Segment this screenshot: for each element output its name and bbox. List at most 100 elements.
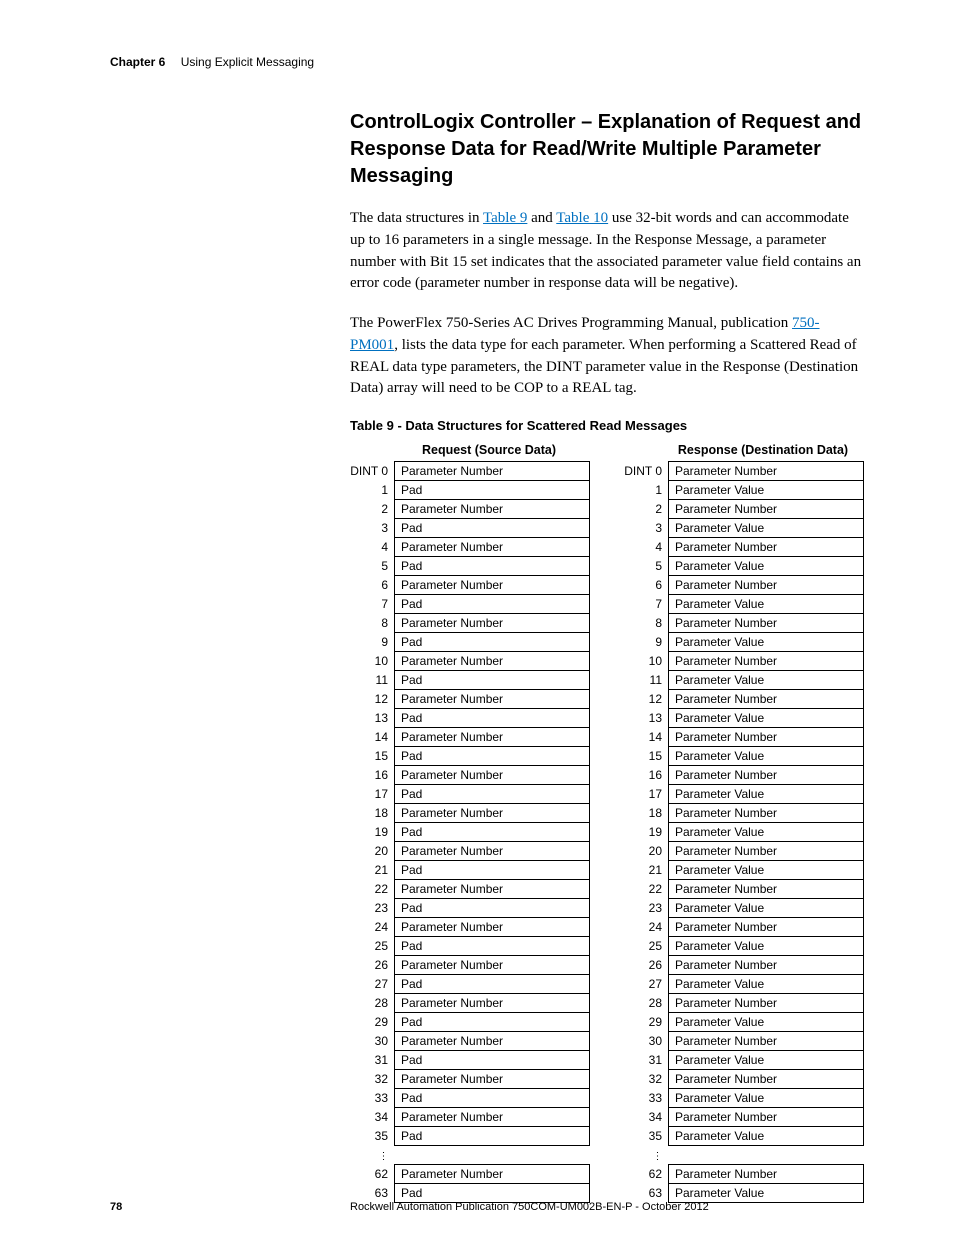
table9-response-body: DINT 0Parameter Number1Parameter Value2P… [624, 461, 864, 1203]
row-index: 20 [350, 842, 395, 861]
row-value: Parameter Value [669, 481, 864, 500]
row-index: 23 [350, 899, 395, 918]
row-value: Pad [395, 595, 590, 614]
table-row: DINT 0Parameter Number [624, 462, 864, 481]
table-row: 7Pad [350, 595, 590, 614]
row-value: Parameter Value [669, 1051, 864, 1070]
chapter-title: Using Explicit Messaging [181, 55, 314, 69]
row-index: 7 [350, 595, 395, 614]
row-value: Parameter Value [669, 975, 864, 994]
paragraph-1: The data structures in Table 9 and Table… [350, 208, 864, 295]
row-index: 63 [624, 1184, 669, 1203]
row-value: Parameter Number [669, 538, 864, 557]
row-value: Parameter Value [669, 1089, 864, 1108]
row-value: Parameter Number [669, 652, 864, 671]
table-row: 30Parameter Number [350, 1032, 590, 1051]
row-index: 14 [624, 728, 669, 747]
table-row: 8Parameter Number [624, 614, 864, 633]
table-row: 21Parameter Value [624, 861, 864, 880]
row-index: 34 [624, 1108, 669, 1127]
row-value: Parameter Number [395, 1070, 590, 1089]
row-index: 15 [350, 747, 395, 766]
table-row: 8Parameter Number [350, 614, 590, 633]
row-value: Pad [395, 633, 590, 652]
table-row: 14Parameter Number [624, 728, 864, 747]
row-index: DINT 0 [624, 462, 669, 481]
row-value: Pad [395, 975, 590, 994]
row-value: Pad [395, 481, 590, 500]
row-value: Parameter Number [669, 1165, 864, 1184]
row-value: Parameter Number [669, 994, 864, 1013]
row-value: Parameter Value [669, 937, 864, 956]
link-table9[interactable]: Table 9 [483, 210, 527, 226]
row-value: Parameter Number [669, 880, 864, 899]
table-row: 31Parameter Value [624, 1051, 864, 1070]
row-index: 32 [350, 1070, 395, 1089]
row-value: Parameter Value [669, 557, 864, 576]
row-index: 13 [350, 709, 395, 728]
row-index: 14 [350, 728, 395, 747]
table-row: 10Parameter Number [624, 652, 864, 671]
row-index: 26 [350, 956, 395, 975]
row-index: 1 [624, 481, 669, 500]
table-row: 35Parameter Value [624, 1127, 864, 1146]
p2-text-pre: The PowerFlex 750-Series AC Drives Progr… [350, 315, 792, 331]
row-index: 22 [624, 880, 669, 899]
p2-text-post: , lists the data type for each parameter… [350, 337, 858, 397]
table-row: 5Parameter Value [624, 557, 864, 576]
row-index: 22 [350, 880, 395, 899]
row-value: Pad [395, 1051, 590, 1070]
table-row: 25Parameter Value [624, 937, 864, 956]
table-row: 62Parameter Number [624, 1165, 864, 1184]
running-header: Chapter 6 Using Explicit Messaging [110, 55, 864, 69]
row-index: 29 [350, 1013, 395, 1032]
row-index: 23 [624, 899, 669, 918]
row-index: 6 [624, 576, 669, 595]
section-title: ControlLogix Controller – Explanation of… [350, 109, 864, 190]
table-row: 13Parameter Value [624, 709, 864, 728]
row-value: Parameter Number [395, 728, 590, 747]
row-value: Pad [395, 709, 590, 728]
table-row: 63Pad [350, 1184, 590, 1203]
link-table10[interactable]: Table 10 [556, 210, 608, 226]
row-index: 16 [624, 766, 669, 785]
table9-container: Request (Source Data) DINT 0Parameter Nu… [350, 443, 864, 1203]
table-row: 4Parameter Number [624, 538, 864, 557]
table-row: 32Parameter Number [350, 1070, 590, 1089]
row-index: 3 [350, 519, 395, 538]
row-value: Parameter Number [395, 500, 590, 519]
table-row: 63Parameter Value [624, 1184, 864, 1203]
table-row: 24Parameter Number [350, 918, 590, 937]
row-value: Parameter Number [669, 614, 864, 633]
row-index: 24 [624, 918, 669, 937]
table-row: 21Pad [350, 861, 590, 880]
publication-info: Rockwell Automation Publication 750COM-U… [350, 1201, 864, 1213]
table9-response: Response (Destination Data) DINT 0Parame… [624, 443, 864, 1203]
row-value: Parameter Value [669, 1013, 864, 1032]
row-index: 7 [624, 595, 669, 614]
table-row: 12Parameter Number [350, 690, 590, 709]
table-row: 2Parameter Number [624, 500, 864, 519]
row-value: Pad [395, 1089, 590, 1108]
table-row: 4Parameter Number [350, 538, 590, 557]
row-index: 35 [350, 1127, 395, 1146]
table-row: 7Parameter Value [624, 595, 864, 614]
row-index: 30 [624, 1032, 669, 1051]
row-value: Pad [395, 557, 590, 576]
table-row: 22Parameter Number [350, 880, 590, 899]
row-index: 9 [350, 633, 395, 652]
table-row: 29Pad [350, 1013, 590, 1032]
ellipsis-row: ⋮ [350, 1146, 590, 1165]
row-value: Pad [395, 1184, 590, 1203]
row-value: Parameter Number [395, 538, 590, 557]
table-row: 22Parameter Number [624, 880, 864, 899]
table-row: 3Parameter Value [624, 519, 864, 538]
ellipsis-row: ⋮ [624, 1146, 864, 1165]
table-row: 15Pad [350, 747, 590, 766]
row-value: Parameter Value [669, 823, 864, 842]
row-index: 10 [624, 652, 669, 671]
page-footer: 78 Rockwell Automation Publication 750CO… [0, 1201, 954, 1213]
row-value: Parameter Value [669, 709, 864, 728]
row-value: Pad [395, 823, 590, 842]
table-row: 14Parameter Number [350, 728, 590, 747]
